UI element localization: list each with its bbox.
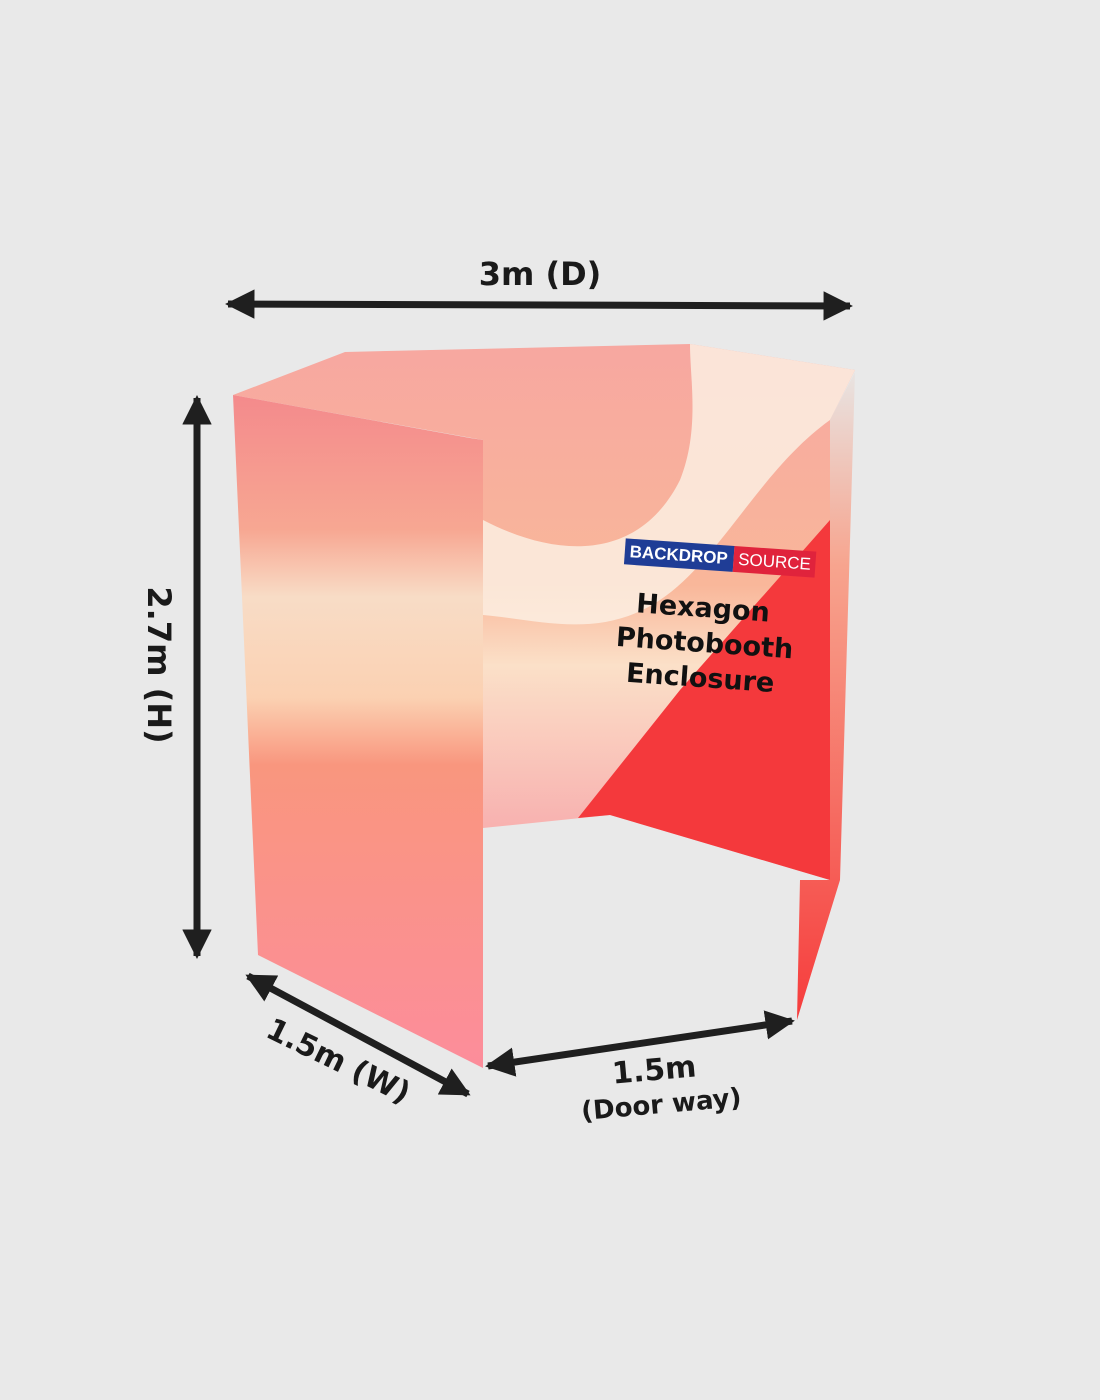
width-arrow	[245, 972, 471, 1098]
height-label: 2.7m (H)	[140, 586, 178, 743]
depth-label: 3m (D)	[479, 255, 602, 293]
logo-left-bg	[623, 538, 735, 572]
right-panel	[797, 372, 855, 1020]
doorway-label: 1.5m	[611, 1049, 698, 1091]
light-swirl	[483, 344, 855, 625]
depth-arrow	[225, 289, 853, 321]
front-left-panel	[233, 395, 483, 1068]
doorway-arrow	[485, 1010, 795, 1077]
doorway-note: (Door way)	[580, 1083, 743, 1127]
red-panel-area	[578, 520, 830, 880]
booth-illustration: BACKDROP SOURCE Hexagon Photobooth Enclo…	[233, 344, 855, 1068]
dimension-arrows	[182, 289, 853, 1098]
logo-right-bg	[732, 545, 817, 578]
